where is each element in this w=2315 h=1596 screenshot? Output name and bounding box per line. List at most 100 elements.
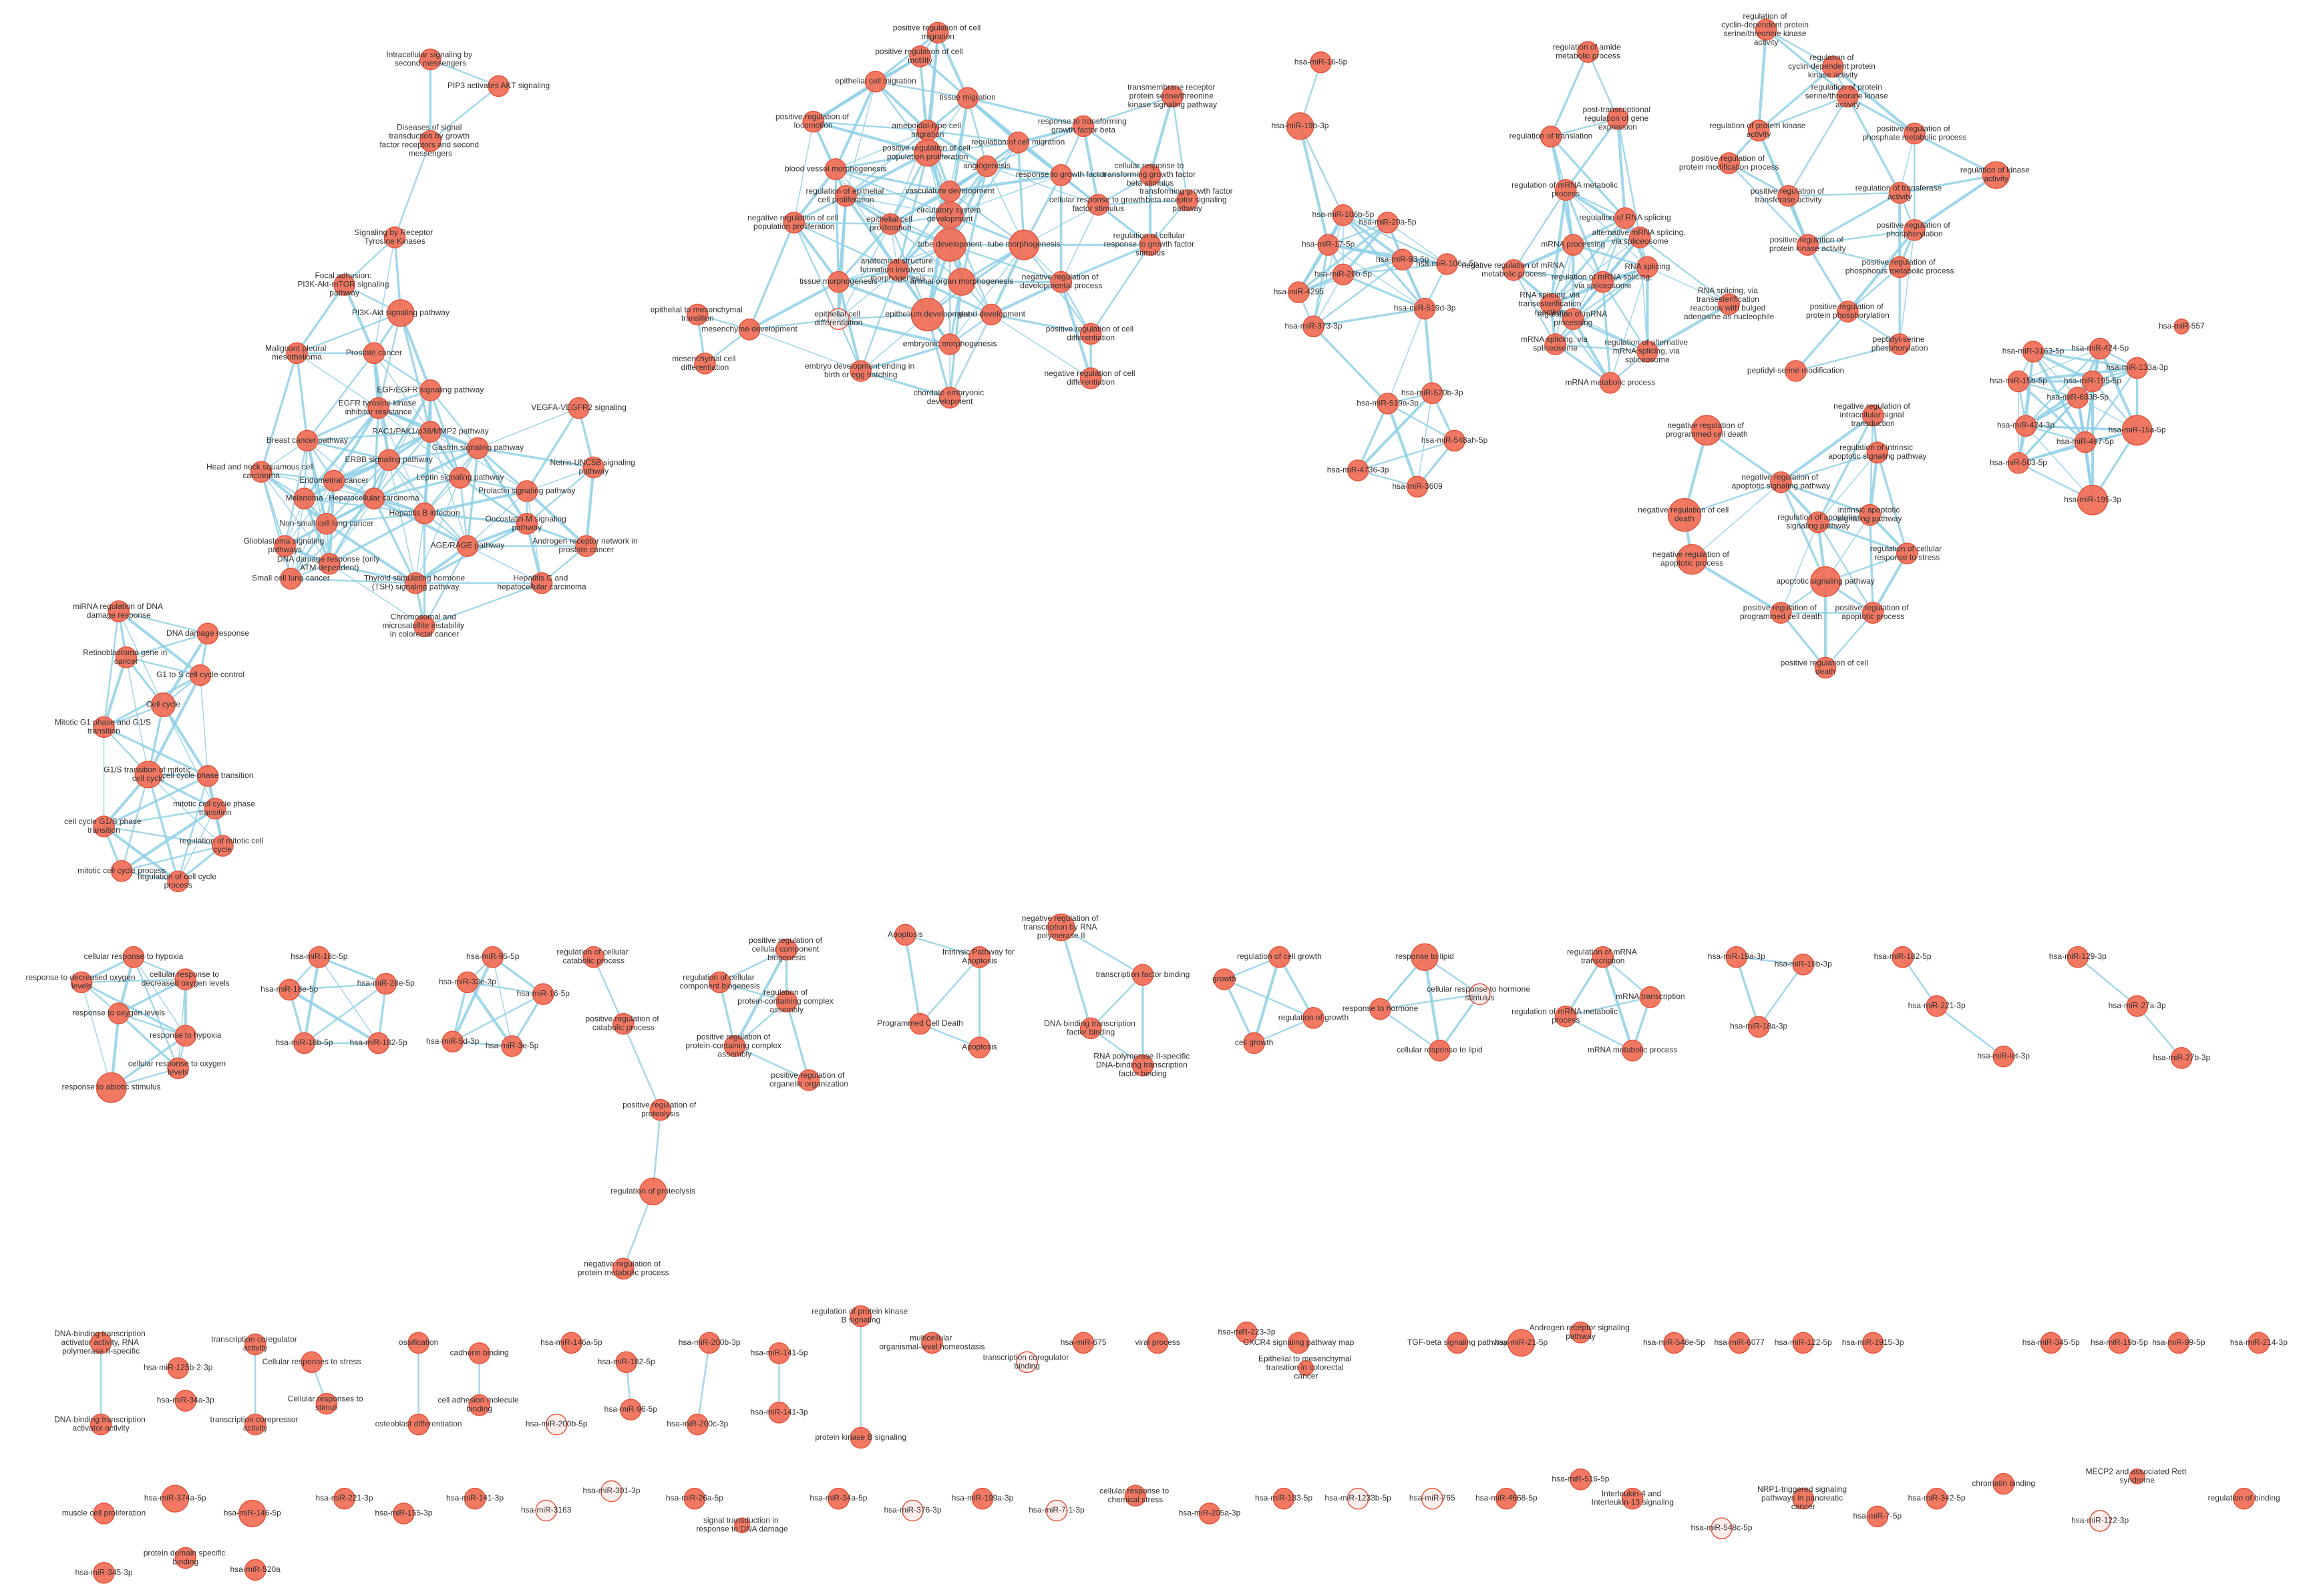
node-label: regulation of mRNA processing [1538,309,1609,327]
node-label: regulation of cellular component biogene… [680,973,760,991]
node-label: transforming growth factor beta receptor… [1139,186,1235,213]
node-label: positive regulation of cell differentiat… [1046,325,1136,343]
node-label: epithelial cell differentiation [814,309,862,327]
node-label: response to hormone [1343,1004,1419,1013]
edge [1564,956,1604,1017]
node-label: response to growth factor [1016,170,1106,179]
node [375,972,397,995]
node-label: hsa-miR-214-3p [2230,1338,2288,1347]
node [698,1332,721,1354]
edge [305,440,328,524]
edge [1758,964,1804,1028]
node-label: EGF/EGFR signaling pathway [377,385,484,395]
node [315,1392,338,1415]
node [1792,953,1815,976]
node [1413,297,1436,320]
node-label: hsa-miR-122-5p [1775,1338,1832,1347]
node [828,1487,850,1510]
node-label: positive regulation of protein-containin… [686,1032,784,1059]
node-label: negative regulation of apoptotic signali… [1732,473,1830,491]
node-label: negative regulation of intracellular sig… [1833,401,1912,428]
edge [1616,118,1627,218]
node [2126,995,2148,1017]
node [407,1413,429,1436]
edge [1550,118,1618,138]
node [90,1413,112,1436]
node-label: negative regulation of apoptotic process [1652,550,1731,568]
node-label: ameboidal-type cell migration [892,121,963,139]
node [167,1057,189,1080]
edge [1172,96,1188,201]
node-label: Breast cancer pathway [266,435,348,445]
edge [1565,996,1651,1018]
node [932,228,967,262]
node-label: Netrin-UNC5B signaling pathway [550,458,637,476]
node [1421,1487,1443,1510]
node [1443,429,1465,452]
node-label: regulation of amide metabolic process [1553,42,1623,60]
node [383,226,406,248]
edge [1846,95,1901,194]
edge [373,390,431,499]
node [1888,333,1911,355]
node-label: hsa-miR-345-5p [2022,1338,2080,1347]
node-label: hsa-miR-3e-5p [486,1041,539,1050]
edge [260,353,298,473]
node-label: Cellular responses to stimuli [288,1394,365,1412]
edge [303,983,387,1044]
node-label: hsa-miR-93-5p [1376,254,1429,264]
node-label: transmembrane receptor protein serine/th… [1127,83,1218,110]
edge [1343,273,1425,310]
node [824,158,847,180]
node-label: cellular response to lipid [1397,1045,1483,1054]
edge [1806,244,1849,313]
node [2173,318,2190,335]
node-label: hsa-miR-28e-5p [357,978,415,988]
node-label: hsa-miR-205a-3p [1179,1509,1241,1518]
node-label: peptidyl-serine modification [1747,366,1844,375]
node-label: hsa-miR-520a [230,1565,281,1574]
node [1755,19,1777,41]
edge [1328,244,1425,309]
node [1236,1322,1258,1344]
node-label: regulation of cell migration [971,137,1065,146]
edge [860,343,950,373]
node [1639,986,1662,1008]
edge [290,480,335,579]
node [1861,1332,1884,1354]
edge [1061,926,1143,976]
node-label: hsa-miR-5d-3p [426,1036,480,1046]
node [615,1351,637,1374]
edge [1647,266,1729,305]
edge [1343,263,1447,276]
edge [1757,29,1768,131]
node [1302,315,1324,338]
node-label: cell cycle G1/S phase transition [64,817,144,835]
edge [1098,199,1188,206]
edge [1795,311,1849,372]
edge [1090,244,1151,335]
edge [526,489,588,548]
node-label: positive regulation of cellular componen… [749,936,824,962]
node [1436,253,1458,275]
node-label: cell growth [1235,1038,1273,1047]
node [1139,234,1162,256]
node-label: intrinsic apoptotic signaling pathway [1838,506,1902,524]
node [530,572,553,594]
node-label: positive regulation of catabolic process [586,1014,661,1032]
edge [81,978,186,984]
node-label: regulation of proteolysis [610,1186,695,1195]
node-label: hsa-miR-1233b-5p [1324,1493,1391,1503]
node-label: vasculature development [905,186,995,196]
node [244,1413,266,1436]
edge [460,477,528,492]
node [1213,968,1236,990]
edge [423,546,468,627]
node [1503,259,1525,281]
edge [1690,558,1782,614]
node-label: hsa-miR-3163 [521,1505,572,1515]
edge [1555,343,1648,353]
node-label: tube morphogenesis [988,240,1061,249]
node [545,1413,568,1436]
node-label: RNA polymerase II-specific DNA-binding t… [1093,1052,1192,1078]
